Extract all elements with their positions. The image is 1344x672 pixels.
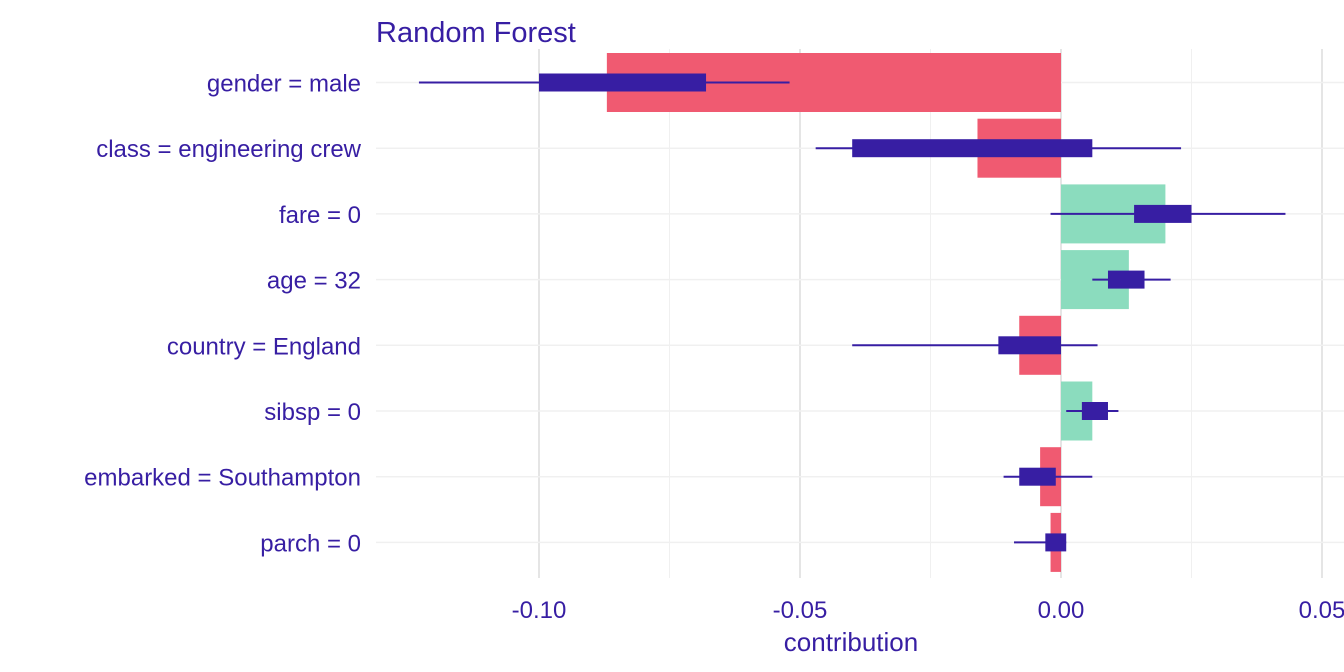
category-label: age = 32 <box>267 268 361 295</box>
category-label: fare = 0 <box>279 202 361 229</box>
category-label-layer: gender = male class = engineering crew far… <box>84 71 362 558</box>
x-tick-label: 0.05 <box>1299 597 1344 624</box>
x-tick-label: -0.10 <box>512 597 567 624</box>
boxplot-box <box>1134 204 1192 223</box>
boxplot-box <box>1019 467 1056 486</box>
boxplot-box <box>539 73 707 92</box>
chart-title: Random Forest <box>376 17 576 49</box>
category-label: country = England <box>167 333 361 360</box>
boxplot-box <box>1045 533 1067 552</box>
boxplot-box <box>1107 270 1145 289</box>
bar-layer <box>606 53 1166 572</box>
category-label: parch = 0 <box>260 530 361 557</box>
category-label: class = engineering crew <box>96 136 361 163</box>
boxplot-box <box>1081 402 1108 420</box>
x-tick-label: -0.05 <box>773 597 828 624</box>
category-label: embarked = Southampton <box>84 465 361 492</box>
x-tick-layer: -0.10 -0.05 0.00 0.05 <box>512 597 1344 624</box>
category-label: sibsp = 0 <box>264 399 361 426</box>
x-tick-label: 0.00 <box>1038 597 1085 624</box>
boxplot-box <box>998 336 1061 355</box>
category-label: gender = male <box>207 71 361 98</box>
boxplot-box <box>852 139 1093 158</box>
grid-layer <box>376 49 1344 578</box>
x-axis-title: contribution <box>784 627 918 657</box>
boxplot-layer <box>418 73 1286 552</box>
